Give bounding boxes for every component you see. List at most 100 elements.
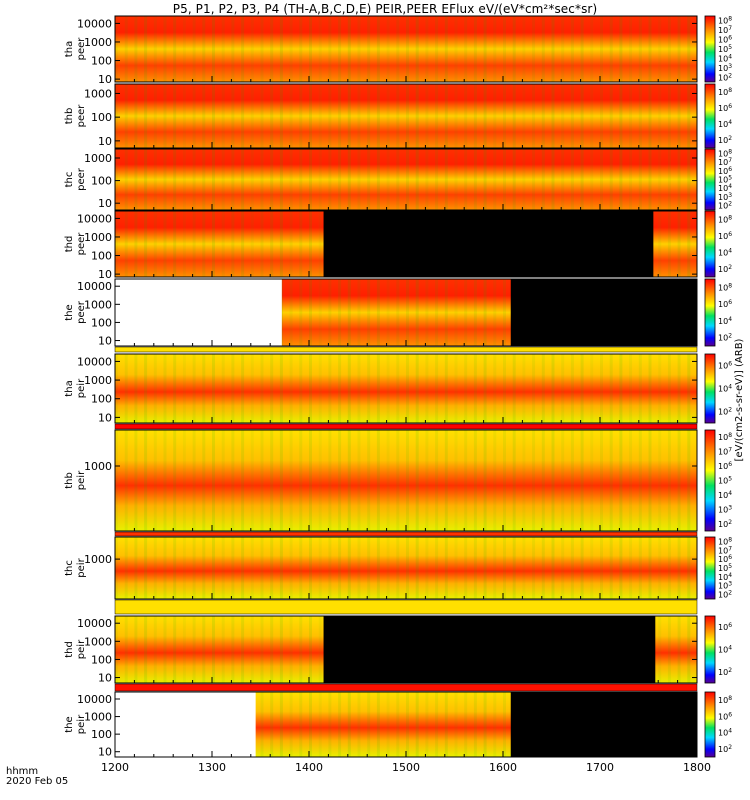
panel-species-label: peer bbox=[76, 232, 87, 256]
texture-streak bbox=[241, 211, 245, 277]
colorbar-tick-label: 103 bbox=[718, 504, 732, 514]
texture-streak bbox=[415, 354, 419, 423]
texture-streak bbox=[144, 354, 148, 423]
texture-streak bbox=[182, 430, 186, 531]
texture-streak bbox=[299, 354, 303, 423]
texture-streak bbox=[473, 16, 477, 82]
texture-streak bbox=[299, 84, 303, 148]
panel-probe-label: tha bbox=[64, 380, 75, 396]
colorbar-tick-label: 105 bbox=[718, 563, 732, 573]
ephemeris-bar bbox=[114, 346, 698, 353]
texture-streak bbox=[464, 279, 468, 346]
texture-streak bbox=[367, 84, 371, 148]
texture-streak bbox=[503, 84, 506, 148]
texture-streak bbox=[338, 16, 342, 82]
texture-streak bbox=[338, 84, 342, 148]
texture-streak bbox=[347, 149, 351, 210]
colorbar-tick-label: 102 bbox=[718, 407, 732, 417]
texture-streak bbox=[406, 430, 409, 531]
texture-streak bbox=[163, 16, 167, 82]
texture-streak bbox=[473, 430, 477, 531]
texture-streak bbox=[221, 84, 225, 148]
colorbar-tick-label: 106 bbox=[718, 35, 732, 45]
texture-streak bbox=[250, 16, 254, 82]
panel-probe-label: the bbox=[64, 716, 75, 732]
texture-streak bbox=[687, 354, 691, 423]
texture-streak bbox=[173, 84, 177, 148]
y-tick-label: 10 bbox=[98, 197, 112, 210]
texture-streak bbox=[338, 692, 342, 757]
texture-streak bbox=[309, 279, 312, 346]
texture-streak bbox=[425, 279, 429, 346]
texture-streak bbox=[658, 354, 662, 423]
colorbar-tick-label: 102 bbox=[718, 201, 732, 211]
texture-streak bbox=[590, 149, 594, 210]
texture-streak bbox=[473, 692, 477, 757]
texture-streak bbox=[590, 537, 594, 599]
texture-streak bbox=[144, 84, 148, 148]
colorbar bbox=[704, 691, 716, 758]
colorbar-tick-label: 106 bbox=[718, 711, 732, 721]
texture-streak bbox=[299, 430, 303, 531]
texture-streak bbox=[551, 354, 555, 423]
texture-streak bbox=[115, 430, 118, 531]
texture-streak bbox=[212, 84, 215, 148]
texture-streak bbox=[279, 149, 283, 210]
colorbar bbox=[704, 429, 716, 532]
texture-streak bbox=[221, 149, 225, 210]
texture-streak bbox=[270, 16, 274, 82]
texture-streak bbox=[415, 692, 419, 757]
texture-streak bbox=[115, 354, 118, 423]
colorbar-tick-label: 107 bbox=[718, 157, 732, 167]
texture-streak bbox=[483, 354, 487, 423]
texture-streak bbox=[357, 149, 361, 210]
texture-streak bbox=[299, 211, 303, 277]
spectrogram-fill bbox=[115, 16, 697, 82]
colorbar-tick-label: 108 bbox=[718, 87, 732, 97]
texture-streak bbox=[396, 84, 400, 148]
texture-streak bbox=[638, 16, 642, 82]
time-axis-label: hhmm bbox=[6, 766, 39, 777]
texture-streak bbox=[532, 537, 536, 599]
texture-streak bbox=[309, 149, 312, 210]
texture-streak bbox=[483, 279, 487, 346]
texture-streak bbox=[347, 537, 351, 599]
texture-streak bbox=[134, 16, 138, 82]
texture-streak bbox=[115, 211, 118, 277]
colorbar-tick-label: 102 bbox=[718, 519, 732, 529]
texture-streak bbox=[328, 537, 332, 599]
texture-streak bbox=[444, 84, 448, 148]
texture-streak bbox=[163, 616, 167, 683]
texture-streak bbox=[376, 149, 380, 210]
texture-streak bbox=[444, 430, 448, 531]
texture-streak bbox=[221, 616, 225, 683]
texture-streak bbox=[667, 84, 671, 148]
texture-streak bbox=[629, 16, 633, 82]
date-label: 2020 Feb 05 bbox=[6, 776, 69, 787]
texture-streak bbox=[124, 354, 128, 423]
texture-streak bbox=[648, 16, 652, 82]
texture-streak bbox=[667, 430, 671, 531]
texture-streak bbox=[425, 354, 429, 423]
texture-streak bbox=[600, 354, 603, 423]
texture-streak bbox=[192, 354, 196, 423]
no-data-blank bbox=[115, 279, 282, 346]
y-tick-label: 10000 bbox=[77, 693, 112, 706]
colorbar-tick-label: 106 bbox=[718, 361, 732, 371]
colorbar-tick-label: 104 bbox=[718, 53, 732, 63]
texture-streak bbox=[250, 537, 254, 599]
texture-streak bbox=[532, 354, 536, 423]
texture-streak bbox=[483, 537, 487, 599]
texture-streak bbox=[357, 430, 361, 531]
colorbar-tick-label: 108 bbox=[718, 148, 732, 158]
texture-streak bbox=[483, 149, 487, 210]
texture-streak bbox=[163, 211, 167, 277]
texture-streak bbox=[367, 279, 371, 346]
texture-streak bbox=[241, 84, 245, 148]
colorbar-tick-label: 104 bbox=[718, 572, 732, 582]
y-tick-label: 100 bbox=[91, 250, 112, 263]
colorbar-tick-label: 102 bbox=[718, 590, 732, 600]
y-tick-label: 10000 bbox=[77, 617, 112, 630]
texture-streak bbox=[677, 537, 681, 599]
texture-streak bbox=[522, 537, 526, 599]
